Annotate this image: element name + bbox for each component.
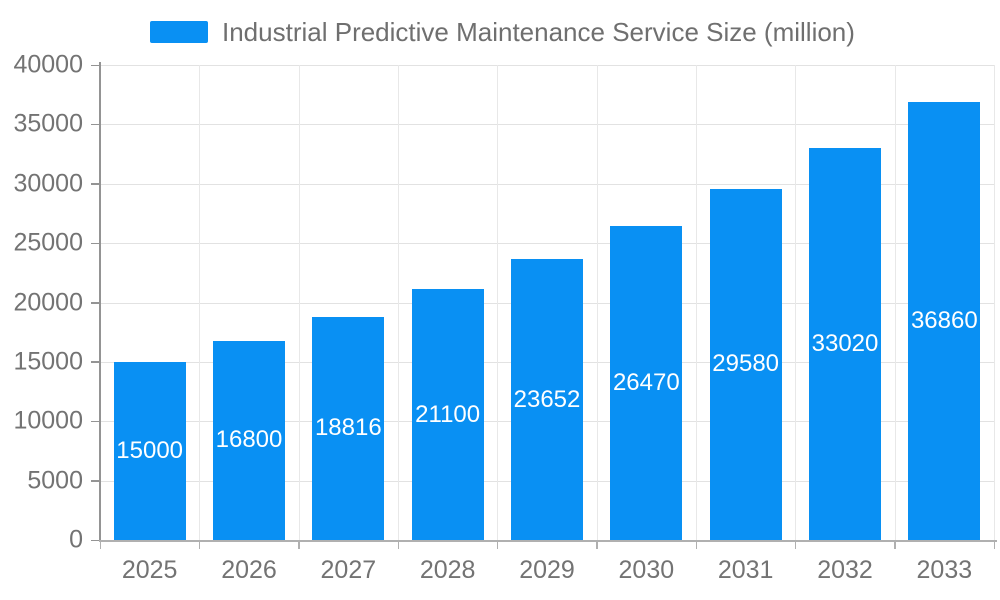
v-gridline: [994, 65, 995, 540]
x-axis-tick-label: 2027: [320, 556, 377, 584]
v-gridline: [795, 65, 797, 540]
y-axis-tick-label: 0: [69, 525, 83, 554]
x-axis-tick: [695, 541, 697, 549]
y-axis-tick-label: 40000: [13, 50, 83, 79]
y-axis-tick-label: 15000: [13, 347, 83, 376]
bar-value-label: 16800: [215, 426, 283, 454]
bar-2028[interactable]: [411, 289, 484, 540]
y-axis-tick: [91, 242, 99, 245]
x-axis-tick: [99, 541, 101, 549]
bar-2025[interactable]: [113, 361, 186, 540]
bar-value-label: 18816: [314, 414, 382, 442]
bar-2026[interactable]: [213, 340, 285, 540]
bar-value-label: 21100: [415, 400, 481, 428]
x-axis-tick: [894, 541, 896, 549]
x-axis-tick-label: 2031: [717, 556, 774, 584]
y-axis-tick: [91, 183, 99, 185]
x-axis-line: [98, 540, 997, 542]
x-axis-tick: [298, 541, 300, 549]
x-axis-tick: [397, 541, 399, 549]
x-axis-tick: [496, 541, 499, 549]
chart-title: Industrial Predictive Maintenance Servic…: [222, 17, 855, 47]
v-gridline: [696, 65, 697, 540]
h-gridline: [100, 243, 994, 245]
bar-value-label: 23652: [513, 385, 581, 413]
bar-value-label: 26470: [612, 368, 680, 396]
y-axis-tick: [91, 123, 99, 126]
x-axis-tick-label: 2030: [618, 556, 675, 584]
v-gridline: [398, 65, 399, 540]
bar-2032[interactable]: [809, 147, 881, 540]
y-axis-tick-label: 20000: [13, 288, 83, 316]
y-axis-tick: [91, 64, 99, 66]
bar-2029[interactable]: [511, 259, 583, 540]
y-axis-tick-label: 10000: [13, 406, 83, 435]
x-axis-tick: [198, 541, 201, 549]
x-axis-tick: [794, 541, 797, 549]
x-axis-tick: [596, 541, 598, 549]
y-axis-tick: [91, 361, 99, 363]
y-axis-tick: [91, 539, 99, 541]
legend-item[interactable]: Industrial Predictive Maintenance Servic…: [150, 18, 855, 46]
bar-2033[interactable]: [908, 102, 981, 540]
h-gridline: [100, 124, 994, 126]
x-axis-tick-label: 2026: [221, 556, 277, 584]
v-gridline: [199, 65, 201, 540]
x-axis-tick-label: 2025: [121, 556, 178, 584]
y-axis-tick-label: 25000: [13, 228, 83, 257]
bar-value-label: 15000: [116, 436, 184, 464]
bar-2027[interactable]: [312, 316, 385, 540]
x-axis-tick-label: 2028: [419, 556, 476, 584]
x-axis-tick-label: 2032: [817, 556, 873, 584]
h-gridline: [100, 65, 994, 66]
v-gridline: [894, 65, 896, 540]
bar-value-label: 29580: [712, 350, 780, 378]
v-gridline: [497, 65, 499, 540]
v-gridline: [596, 65, 598, 540]
x-axis-tick-label: 2029: [519, 556, 575, 584]
bar-2031[interactable]: [709, 188, 782, 540]
y-axis-line: [98, 62, 101, 540]
y-axis-tick-label: 30000: [13, 169, 83, 198]
x-axis-tick: [993, 541, 995, 549]
x-axis-tick-label: 2033: [916, 556, 973, 584]
y-axis-tick-label: 35000: [13, 109, 83, 138]
y-axis-tick: [91, 302, 99, 304]
y-axis-tick: [91, 420, 99, 423]
y-axis-tick: [91, 480, 99, 482]
bar-value-label: 36860: [910, 307, 978, 335]
h-gridline: [100, 183, 994, 185]
bar-value-label: 33020: [811, 329, 879, 357]
legend-swatch: [150, 21, 208, 43]
v-gridline: [298, 65, 300, 540]
bar-2030[interactable]: [610, 225, 683, 540]
y-axis-tick-label: 5000: [27, 466, 83, 495]
